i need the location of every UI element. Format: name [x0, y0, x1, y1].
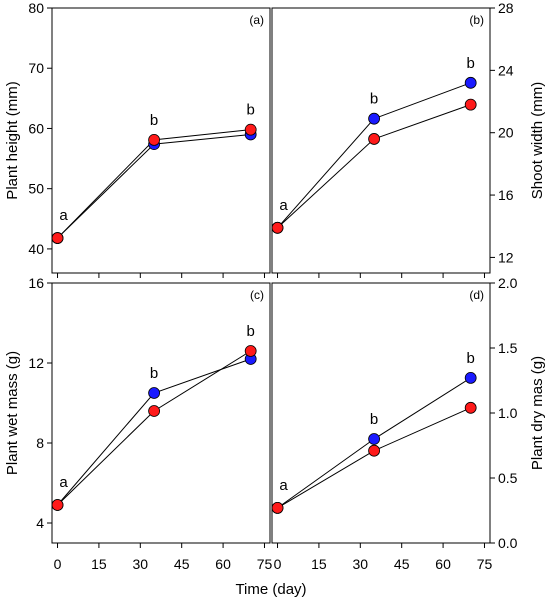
- y-tick-label: 1.0: [498, 405, 518, 421]
- significance-letter: b: [247, 323, 255, 340]
- data-point: [368, 444, 381, 457]
- significance-letter: a: [279, 197, 288, 214]
- panel-1: (a) 40 50 60 70 80 Plant height (mm) a b b: [4, 0, 271, 278]
- plot-frame: [271, 282, 491, 544]
- series-line-1: [57, 133, 251, 239]
- significance-letter: b: [150, 365, 158, 382]
- significance-letter: a: [59, 474, 68, 491]
- y-tick-label: 1.5: [498, 340, 518, 356]
- y-axis-label: Plant height (mm): [4, 81, 21, 199]
- significance-letter: b: [247, 102, 255, 119]
- y-tick-label: 60: [28, 120, 44, 136]
- x-tick-label: 75: [257, 556, 273, 572]
- y-tick-label: 50: [28, 181, 44, 197]
- x-tick-label: 15: [91, 556, 107, 572]
- y-tick-label: 24: [498, 62, 514, 78]
- x-tick-label: 30: [353, 556, 369, 572]
- x-tick-label: 60: [215, 556, 231, 572]
- data-point: [244, 123, 257, 136]
- data-point: [464, 76, 477, 89]
- panel-label: (a): [249, 13, 264, 27]
- x-tick-label: 0: [274, 556, 282, 572]
- x-tick-label: 60: [435, 556, 451, 572]
- x-tick-label: 30: [133, 556, 149, 572]
- data-point: [368, 433, 381, 445]
- x-axis-label: Time (day): [235, 581, 306, 598]
- y-tick-label: 0.5: [498, 470, 518, 486]
- x-tick-label: 15: [311, 556, 327, 572]
- panel-label: (d): [469, 288, 484, 302]
- significance-letter: b: [370, 91, 378, 108]
- y-tick-label: 2.0: [498, 275, 518, 291]
- y-tick-label: 40: [28, 241, 44, 257]
- data-point: [51, 499, 64, 511]
- x-tick-label: 45: [394, 556, 410, 572]
- panel-label: (c): [250, 288, 264, 302]
- significance-letter: b: [467, 350, 475, 367]
- plot-frame: [271, 7, 491, 274]
- data-point: [148, 133, 161, 146]
- y-tick-label: 20: [498, 125, 514, 141]
- y-tick-label: 12: [28, 355, 44, 371]
- y-tick-label: 80: [28, 0, 44, 16]
- y-tick-label: 4: [36, 515, 44, 531]
- data-point: [51, 232, 64, 244]
- data-point: [464, 401, 477, 414]
- significance-letter: b: [370, 411, 378, 428]
- data-point: [464, 98, 477, 111]
- data-point: [368, 133, 381, 145]
- y-axis-label: Plant dry mas (g): [529, 356, 546, 470]
- panel-4: (d) 0 15 30 45 60 75 0.0 0.5 1.0 1.5 2.0 Plant dry m…: [271, 275, 546, 572]
- data-point: [368, 112, 381, 125]
- y-tick-label: 16: [28, 275, 44, 291]
- significance-letter: a: [279, 477, 288, 494]
- y-tick-label: 12: [498, 249, 514, 265]
- x-tick-label: 0: [54, 556, 62, 572]
- data-point: [148, 387, 161, 399]
- y-tick-label: 8: [36, 435, 44, 451]
- plot-frame: [51, 7, 271, 274]
- y-axis-label: Shoot width (mm): [529, 82, 546, 200]
- data-point: [464, 371, 477, 384]
- panel-label: (b): [469, 13, 484, 27]
- y-tick-label: 0.0: [498, 535, 518, 551]
- plot-frame: [51, 282, 271, 544]
- y-tick-label: 70: [28, 60, 44, 76]
- x-tick-label: 45: [174, 556, 190, 572]
- data-point: [271, 221, 284, 234]
- y-tick-label: 28: [498, 0, 514, 16]
- significance-letter: b: [467, 55, 475, 72]
- data-point: [271, 501, 284, 514]
- data-point: [148, 405, 161, 417]
- y-tick-label: 16: [498, 187, 514, 203]
- y-axis-label: Plant wet mass (g): [4, 351, 21, 475]
- x-tick-label: 75: [477, 556, 493, 572]
- significance-letter: a: [59, 207, 68, 224]
- panel-3: (c) 0 15 30 45 60 75 4 8 12 16 Plant wet mass (g) a b…: [4, 275, 272, 572]
- significance-letter: b: [150, 112, 158, 129]
- panel-2: (b) 12 16 20 24 28 Shoot width (mm) a b b: [271, 0, 546, 278]
- data-point: [244, 345, 257, 357]
